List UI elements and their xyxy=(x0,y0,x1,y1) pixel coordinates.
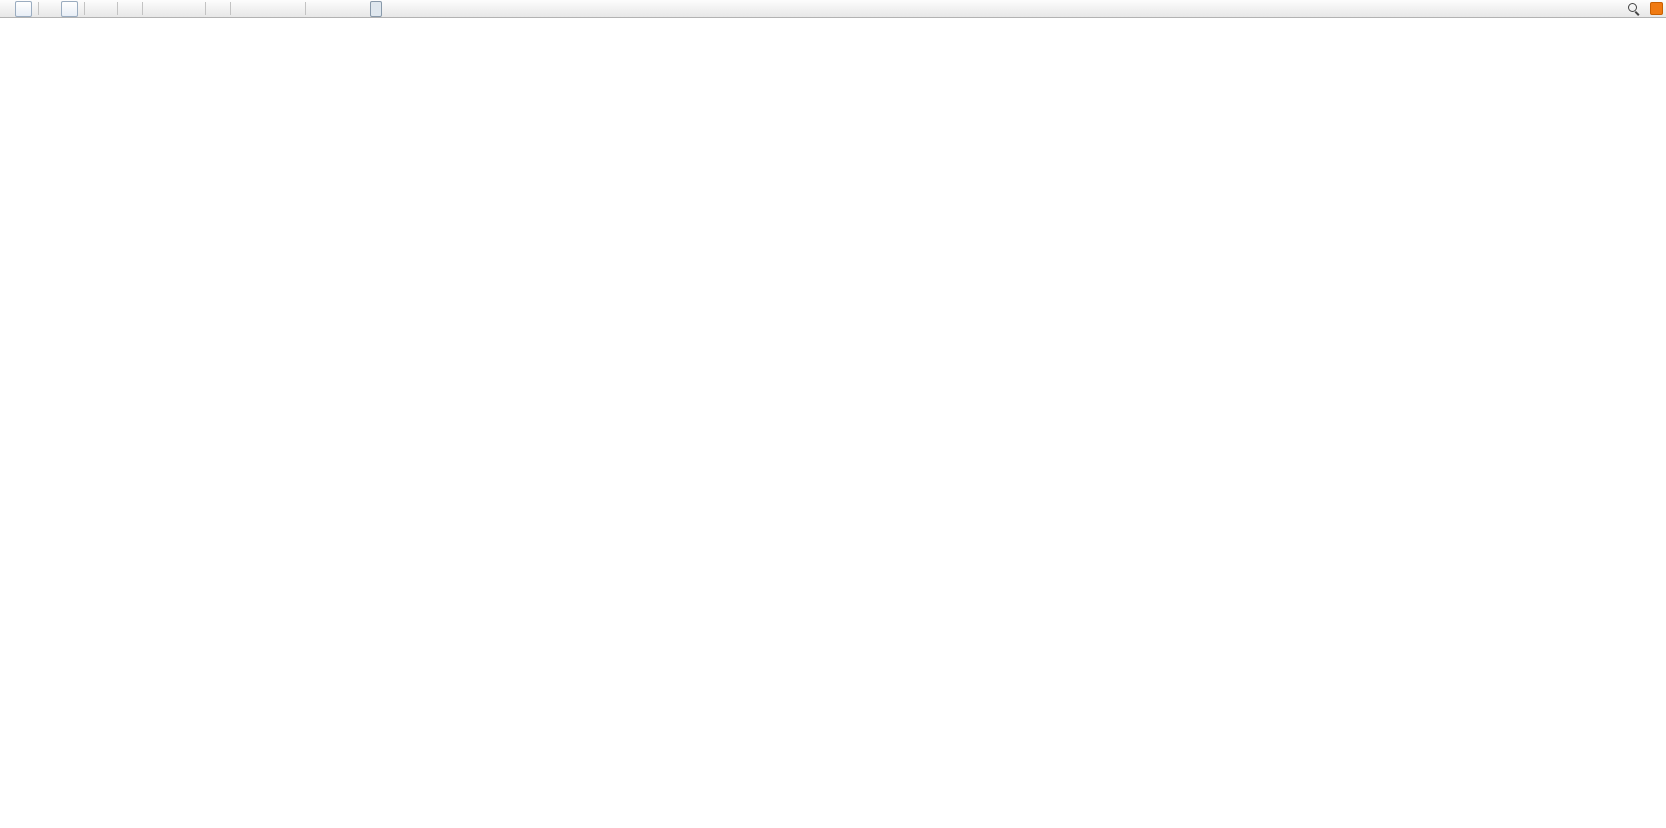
tile-windows-button[interactable] xyxy=(147,1,155,17)
navigator-button[interactable] xyxy=(51,1,59,17)
templates-button[interactable] xyxy=(191,1,201,17)
channel-tool-button[interactable] xyxy=(259,1,267,17)
trendline-tool-button[interactable] xyxy=(251,1,259,17)
toolbar xyxy=(0,0,1666,18)
candle-chart-mode-button[interactable] xyxy=(97,1,105,17)
timeframe-h1-button[interactable] xyxy=(358,1,370,17)
toolbar-separator xyxy=(230,2,231,15)
vertical-line-tool-button[interactable] xyxy=(235,1,243,17)
toolbar-separator xyxy=(38,2,39,15)
new-chart-button[interactable] xyxy=(3,1,13,17)
indicators-button[interactable] xyxy=(171,1,181,17)
horizontal-line-tool-button[interactable] xyxy=(243,1,251,17)
timeframe-h4-button[interactable] xyxy=(370,0,382,17)
chart-canvas[interactable] xyxy=(0,18,1666,828)
chart-shift-button[interactable] xyxy=(163,1,171,17)
toolbar-separator xyxy=(205,2,206,15)
timeframe-m30-button[interactable] xyxy=(346,1,358,17)
chart-area xyxy=(0,18,1666,828)
time-axis[interactable] xyxy=(0,766,1526,786)
period-refresh-button[interactable] xyxy=(181,1,191,17)
zoom-out-button[interactable] xyxy=(130,1,138,17)
timeframe-m5-button[interactable] xyxy=(322,1,334,17)
search-icon[interactable] xyxy=(1628,3,1639,14)
timeframe-w1-button[interactable] xyxy=(394,1,406,17)
toolbar-separator xyxy=(117,2,118,15)
auto-trading-button[interactable] xyxy=(61,0,78,17)
timeframe-d1-button[interactable] xyxy=(382,1,394,17)
arrows-tool-button[interactable] xyxy=(291,1,301,17)
timeframe-m15-button[interactable] xyxy=(334,1,346,17)
cursor-tool-button[interactable] xyxy=(210,1,218,17)
market-watch-button[interactable] xyxy=(43,1,51,17)
zoom-in-button[interactable] xyxy=(122,1,130,17)
price-axis[interactable] xyxy=(1526,18,1666,766)
toolbar-separator xyxy=(142,2,143,15)
new-order-button[interactable] xyxy=(15,0,32,17)
auto-scroll-button[interactable] xyxy=(155,1,163,17)
timeframe-m1-button[interactable] xyxy=(310,1,322,17)
text-tool-button[interactable] xyxy=(275,1,283,17)
toolbar-separator xyxy=(84,2,85,15)
notification-badge-icon[interactable] xyxy=(1650,2,1663,15)
label-tool-button[interactable] xyxy=(283,1,291,17)
fibonacci-tool-button[interactable] xyxy=(267,1,275,17)
crosshair-tool-button[interactable] xyxy=(218,1,226,17)
line-chart-mode-button[interactable] xyxy=(105,1,113,17)
toolbar-separator xyxy=(305,2,306,15)
timeframe-mn-button[interactable] xyxy=(406,1,418,17)
bar-chart-mode-button[interactable] xyxy=(89,1,97,17)
